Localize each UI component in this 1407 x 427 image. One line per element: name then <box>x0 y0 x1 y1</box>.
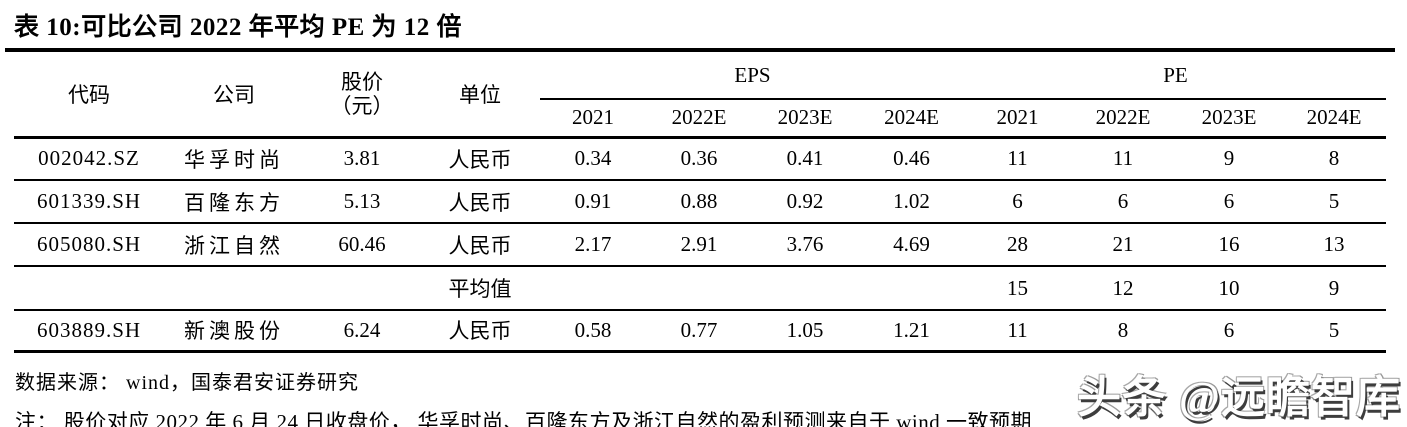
header-pe-2021: 2021 <box>965 99 1070 139</box>
cell-unit: 人民币 <box>420 137 540 181</box>
cell-empty <box>646 266 752 311</box>
table-title: 表 10:可比公司 2022 年平均 PE 为 12 倍 <box>14 14 463 41</box>
table-row-zhejiang: 605080.SH 浙江自然 60.46 人民币 2.17 2.91 3.76 … <box>14 223 1387 267</box>
cell-code: 002042.SZ <box>14 137 164 181</box>
cell-code: 603889.SH <box>14 310 164 353</box>
cell-eps-2022e: 0.88 <box>646 180 752 224</box>
cell-pe-2024e: 5 <box>1282 180 1387 224</box>
cell-pe-2023e: 9 <box>1176 137 1282 181</box>
cell-eps-2022e: 0.36 <box>646 137 752 181</box>
table-row-average: 平均值 15 12 10 9 <box>14 266 1387 311</box>
cell-pe-2022e: 6 <box>1070 180 1176 224</box>
cell-price: 5.13 <box>304 180 420 224</box>
cell-eps-2023e: 0.92 <box>752 180 858 224</box>
cell-eps-2022e: 0.77 <box>646 310 752 353</box>
cell-company: 华孚时尚 <box>164 137 304 181</box>
cell-company: 浙江自然 <box>164 223 304 267</box>
cell-eps-2021: 0.91 <box>540 180 646 224</box>
cell-price: 3.81 <box>304 137 420 181</box>
header-group-row: 代码 公司 股价 （元） 单位 EPS PE <box>14 52 1387 139</box>
header-years-row: 2021 2022E 2023E 2024E 2021 2022E 2023E … <box>14 99 1387 139</box>
cell-eps-2021: 0.58 <box>540 310 646 353</box>
cell-avg-pe-2024e: 9 <box>1282 266 1387 311</box>
cell-pe-2023e: 6 <box>1176 180 1282 224</box>
header-eps-2023e: 2023E <box>752 99 858 139</box>
cell-avg-pe-2023e: 10 <box>1176 266 1282 311</box>
cell-pe-2023e: 16 <box>1176 223 1282 267</box>
table-row-bailong: 601339.SH 百隆东方 5.13 人民币 0.91 0.88 0.92 1… <box>14 180 1387 224</box>
cell-avg-pe-2021: 15 <box>965 266 1070 311</box>
cell-company: 新澳股份 <box>164 310 304 353</box>
header-code: 代码 <box>14 52 164 139</box>
cell-code: 605080.SH <box>14 223 164 267</box>
cell-unit: 人民币 <box>420 223 540 267</box>
cell-pe-2021: 11 <box>965 310 1070 353</box>
cell-pe-2022e: 21 <box>1070 223 1176 267</box>
header-company: 公司 <box>164 52 304 139</box>
cell-pe-2024e: 8 <box>1282 137 1387 181</box>
header-price-line2: （元） <box>330 93 394 118</box>
header-price-line1: 股价 <box>341 69 383 94</box>
cell-eps-2022e: 2.91 <box>646 223 752 267</box>
comparable-companies-table: 代码 公司 股价 （元） 单位 EPS PE 2021 2022E 2023E … <box>14 52 1387 353</box>
header-unit: 单位 <box>420 52 540 139</box>
cell-pe-2022e: 8 <box>1070 310 1176 353</box>
cell-pe-2024e: 5 <box>1282 310 1387 353</box>
header-pe-group: PE <box>965 52 1387 100</box>
header-eps-2024e: 2024E <box>858 99 965 139</box>
cell-eps-2024e: 4.69 <box>858 223 965 267</box>
header-eps-group: EPS <box>540 52 965 100</box>
cell-eps-2023e: 0.41 <box>752 137 858 181</box>
cell-price: 60.46 <box>304 223 420 267</box>
header-pe-2024e: 2024E <box>1282 99 1387 139</box>
cell-avg-pe-2022e: 12 <box>1070 266 1176 311</box>
cell-empty <box>540 266 646 311</box>
header-price: 股价 （元） <box>304 52 420 139</box>
cell-eps-2023e: 3.76 <box>752 223 858 267</box>
cell-eps-2021: 0.34 <box>540 137 646 181</box>
cell-eps-2024e: 1.21 <box>858 310 965 353</box>
cell-empty <box>14 266 164 311</box>
header-eps-2021: 2021 <box>540 99 646 139</box>
cell-eps-2024e: 1.02 <box>858 180 965 224</box>
header-pe-2023e: 2023E <box>1176 99 1282 139</box>
cell-unit: 人民币 <box>420 180 540 224</box>
cell-pe-2021: 28 <box>965 223 1070 267</box>
title-rule <box>5 48 1395 52</box>
price-date-note: 注： 股价对应 2022 年 6 月 24 日收盘价， 华孚时尚、百隆东方及浙江… <box>15 409 1032 427</box>
cell-company: 百隆东方 <box>164 180 304 224</box>
cell-pe-2024e: 13 <box>1282 223 1387 267</box>
cell-empty <box>164 266 304 311</box>
cell-pe-2023e: 6 <box>1176 310 1282 353</box>
header-pe-2022e: 2022E <box>1070 99 1176 139</box>
cell-eps-2024e: 0.46 <box>858 137 965 181</box>
table-row-huafu: 002042.SZ 华孚时尚 3.81 人民币 0.34 0.36 0.41 0… <box>14 137 1387 181</box>
cell-empty <box>304 266 420 311</box>
cell-unit: 人民币 <box>420 310 540 353</box>
cell-pe-2021: 6 <box>965 180 1070 224</box>
table-row-xinao: 603889.SH 新澳股份 6.24 人民币 0.58 0.77 1.05 1… <box>14 310 1387 353</box>
cell-empty <box>858 266 965 311</box>
cell-code: 601339.SH <box>14 180 164 224</box>
cell-empty <box>752 266 858 311</box>
cell-pe-2022e: 11 <box>1070 137 1176 181</box>
cell-pe-2021: 11 <box>965 137 1070 181</box>
cell-average-label: 平均值 <box>420 266 540 311</box>
cell-eps-2021: 2.17 <box>540 223 646 267</box>
cell-eps-2023e: 1.05 <box>752 310 858 353</box>
cell-price: 6.24 <box>304 310 420 353</box>
data-source-note: 数据来源： wind，国泰君安证券研究 <box>15 371 359 394</box>
header-eps-2022e: 2022E <box>646 99 752 139</box>
watermark-toutiao: 头条 @远瞻智库 <box>1077 373 1401 422</box>
